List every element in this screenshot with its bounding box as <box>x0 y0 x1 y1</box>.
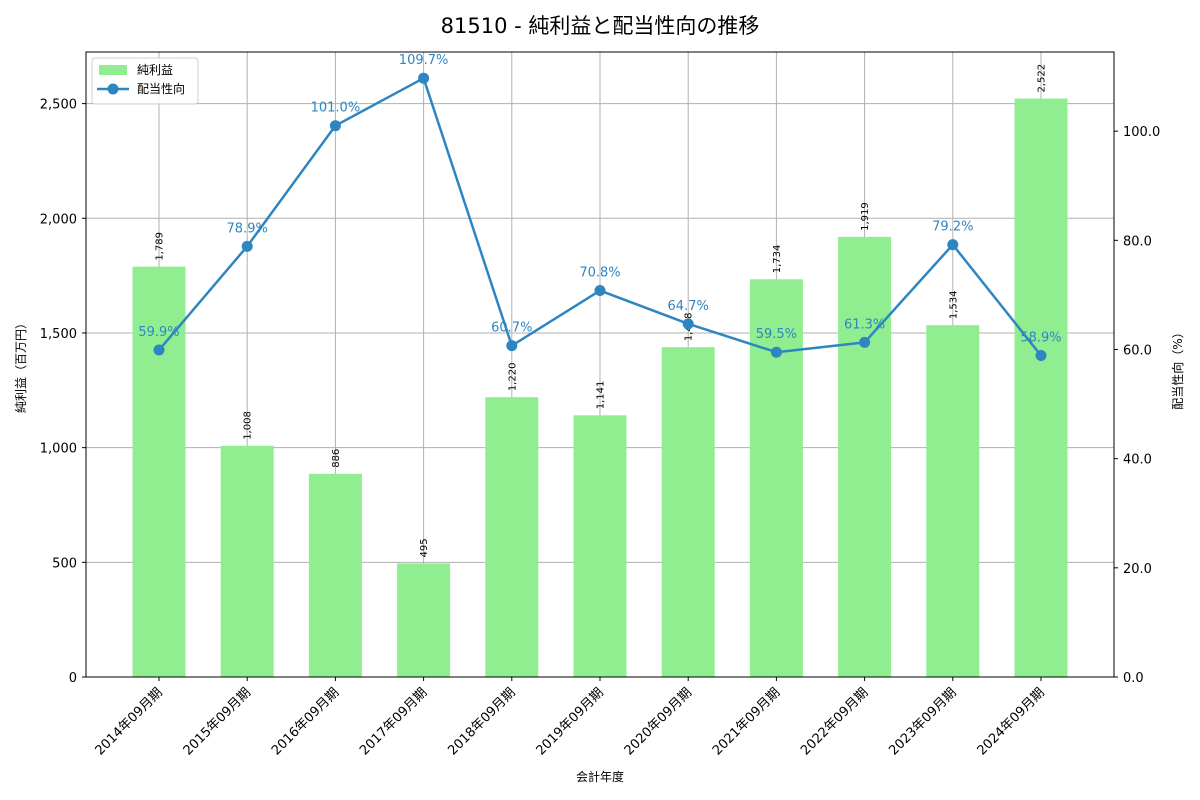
bar-value-label: 1,789 <box>155 232 166 261</box>
payout-ratio-label: 109.7% <box>399 53 449 68</box>
bar-value-label: 886 <box>331 449 342 468</box>
bar <box>485 397 539 677</box>
x-tick-label: 2022年09月期 <box>798 685 871 758</box>
bar-value-label: 1,008 <box>243 411 254 440</box>
legend-bar-swatch <box>99 65 127 75</box>
bar-value-label: 1,919 <box>860 202 871 231</box>
data-point-marker <box>418 72 430 84</box>
x-tick-label: 2024年09月期 <box>975 685 1048 758</box>
y-tick-label: 500 <box>52 556 77 571</box>
bar <box>838 236 892 678</box>
payout-ratio-label: 64.7% <box>668 299 709 314</box>
bar <box>397 563 451 677</box>
payout-ratio-label: 59.9% <box>138 325 179 340</box>
x-tick-label: 2016年09月期 <box>269 685 342 758</box>
y-tick-label: 0 <box>69 671 77 686</box>
y2-tick-label: 80.0 <box>1123 234 1152 249</box>
x-tick-label: 2014年09月期 <box>93 685 166 758</box>
legend-label-payout-ratio: 配当性向 <box>137 81 185 96</box>
bar <box>308 473 362 677</box>
y2-tick-label: 100.0 <box>1123 125 1160 140</box>
data-point-marker <box>770 346 782 358</box>
y-tick-label: 2,000 <box>40 212 77 227</box>
x-tick-label: 2021年09月期 <box>710 685 783 758</box>
bar <box>926 325 980 677</box>
x-axis-label: 会計年度 <box>576 769 624 784</box>
data-point-marker <box>594 285 606 297</box>
y-tick-label: 2,500 <box>40 98 77 113</box>
payout-ratio-label: 61.3% <box>844 317 885 332</box>
legend-marker-icon <box>107 83 119 95</box>
bar <box>661 347 715 677</box>
y-tick-label: 1,500 <box>40 327 77 342</box>
payout-ratio-label: 78.9% <box>227 221 268 236</box>
bar-value-label: 1,220 <box>507 363 518 392</box>
data-point-marker <box>947 239 959 251</box>
line-series-payout-ratio: 59.9% 78.9% 101.0% 109.7% 60.7% 70.8% 64.7% 59.… <box>138 53 1062 361</box>
x-tick-label: 2020年09月期 <box>622 685 695 758</box>
payout-ratio-label: 79.2% <box>932 220 973 235</box>
bar <box>1014 98 1068 677</box>
bar <box>220 445 274 677</box>
x-tick-label: 2017年09月期 <box>357 685 430 758</box>
x-tick-label: 2019年09月期 <box>534 685 607 758</box>
data-point-marker <box>506 340 518 352</box>
bar-value-label: 2,522 <box>1037 64 1048 93</box>
y2-axis-label: 配当性向（%） <box>1170 326 1185 409</box>
bar-series-net-income: 1,7891,0088864951,2201,1411,4381,7341,91… <box>132 64 1068 678</box>
data-point-marker <box>1035 349 1047 361</box>
bar <box>132 266 186 677</box>
x-tick-label: 2015年09月期 <box>181 685 254 758</box>
data-point-marker <box>859 336 871 348</box>
chart-title: 81510 - 純利益と配当性向の推移 <box>440 14 760 38</box>
legend: 純利益 配当性向 <box>91 57 199 105</box>
payout-ratio-label: 59.5% <box>756 327 797 342</box>
y2-tick-label: 0.0 <box>1123 671 1144 686</box>
bar-value-label: 1,734 <box>772 245 783 274</box>
bar-value-label: 1,534 <box>948 291 959 320</box>
x-tick-label: 2018年09月期 <box>445 685 518 758</box>
legend-label-net-income: 純利益 <box>137 63 173 77</box>
payout-ratio-label: 70.8% <box>579 266 620 281</box>
bar-value-label: 1,141 <box>596 381 607 410</box>
payout-ratio-label: 58.9% <box>1020 330 1061 345</box>
data-point-marker <box>682 318 694 330</box>
data-point-marker <box>241 240 253 252</box>
y2-tick-label: 60.0 <box>1123 343 1152 358</box>
bar <box>573 415 627 677</box>
x-tick-label: 2023年09月期 <box>886 685 959 758</box>
bar-value-label: 495 <box>419 538 430 557</box>
y-tick-label: 1,000 <box>40 442 77 457</box>
y2-tick-label: 40.0 <box>1123 453 1152 468</box>
payout-ratio-label: 101.0% <box>311 101 361 116</box>
y-axis-label: 純利益（百万円） <box>14 317 28 413</box>
payout-ratio-label: 60.7% <box>491 321 532 336</box>
y2-tick-label: 20.0 <box>1123 562 1152 577</box>
data-point-marker <box>329 120 341 132</box>
data-point-marker <box>153 344 165 356</box>
